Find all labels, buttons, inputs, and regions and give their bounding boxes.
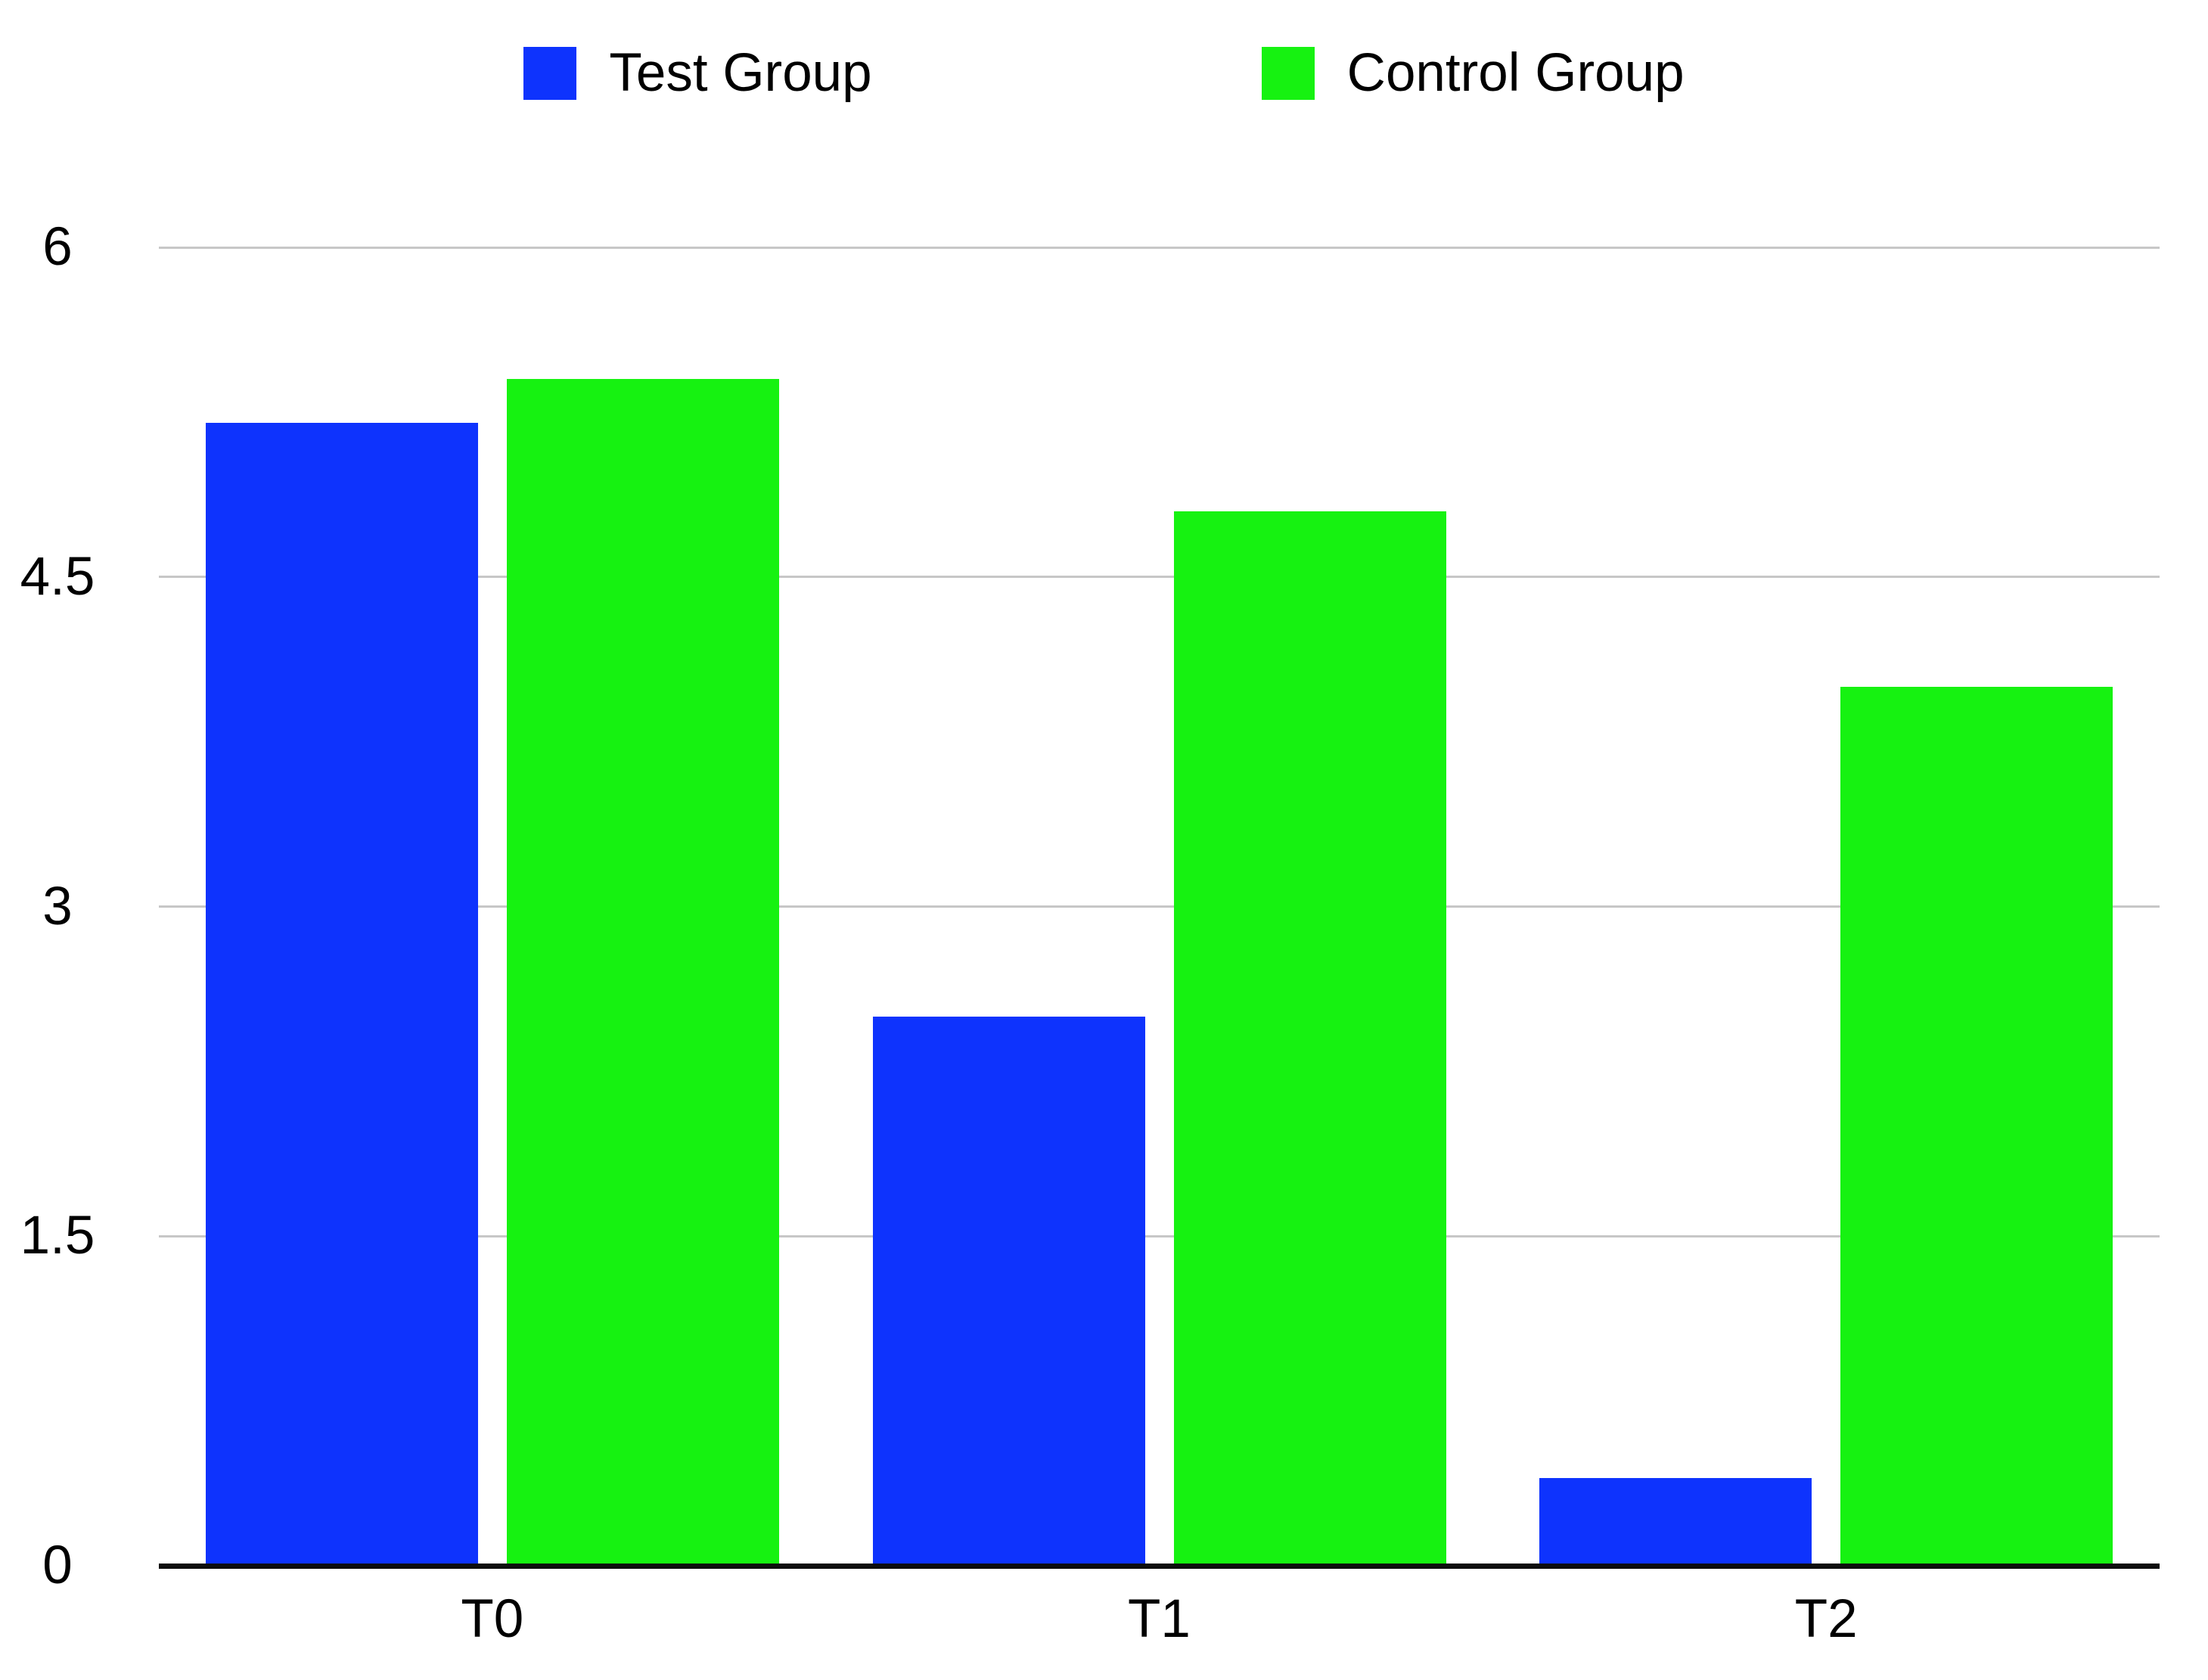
x-axis-category-label-t2: T2 xyxy=(1794,1589,1858,1649)
y-axis-tick-label-4.5: 4.5 xyxy=(20,546,95,607)
x-axis-line xyxy=(159,1564,2160,1569)
legend-label-control-group: Control Group xyxy=(1346,43,1685,103)
legend-item-control-group: Control Group xyxy=(1261,42,1685,104)
y-axis-tick-label-1.5: 1.5 xyxy=(20,1206,95,1266)
x-axis-category-label-t0: T0 xyxy=(461,1589,524,1649)
bar-control-group-t1 xyxy=(1173,511,1446,1566)
gridline-y-1.5 xyxy=(159,1234,2160,1237)
bar-control-group-t2 xyxy=(1840,687,2113,1566)
legend-swatch-test-group xyxy=(523,47,577,100)
legend: Test Group Control Group xyxy=(0,42,2208,104)
bar-test-group-t2 xyxy=(1539,1477,1812,1566)
gridline-y-4.5 xyxy=(159,576,2160,579)
gridline-y-6 xyxy=(159,246,2160,249)
legend-label-test-group: Test Group xyxy=(609,43,872,103)
legend-item-test-group: Test Group xyxy=(523,42,872,104)
bar-test-group-t1 xyxy=(872,1016,1145,1566)
y-axis-tick-label-6: 6 xyxy=(42,217,73,277)
bar-control-group-t0 xyxy=(506,379,779,1566)
bar-test-group-t0 xyxy=(205,423,478,1566)
y-axis-tick-label-3: 3 xyxy=(42,876,73,936)
x-axis-category-label-t1: T1 xyxy=(1128,1589,1191,1649)
legend-swatch-control-group xyxy=(1261,47,1315,100)
gridline-y-3 xyxy=(159,905,2160,908)
y-axis-tick-label-0: 0 xyxy=(42,1536,73,1595)
